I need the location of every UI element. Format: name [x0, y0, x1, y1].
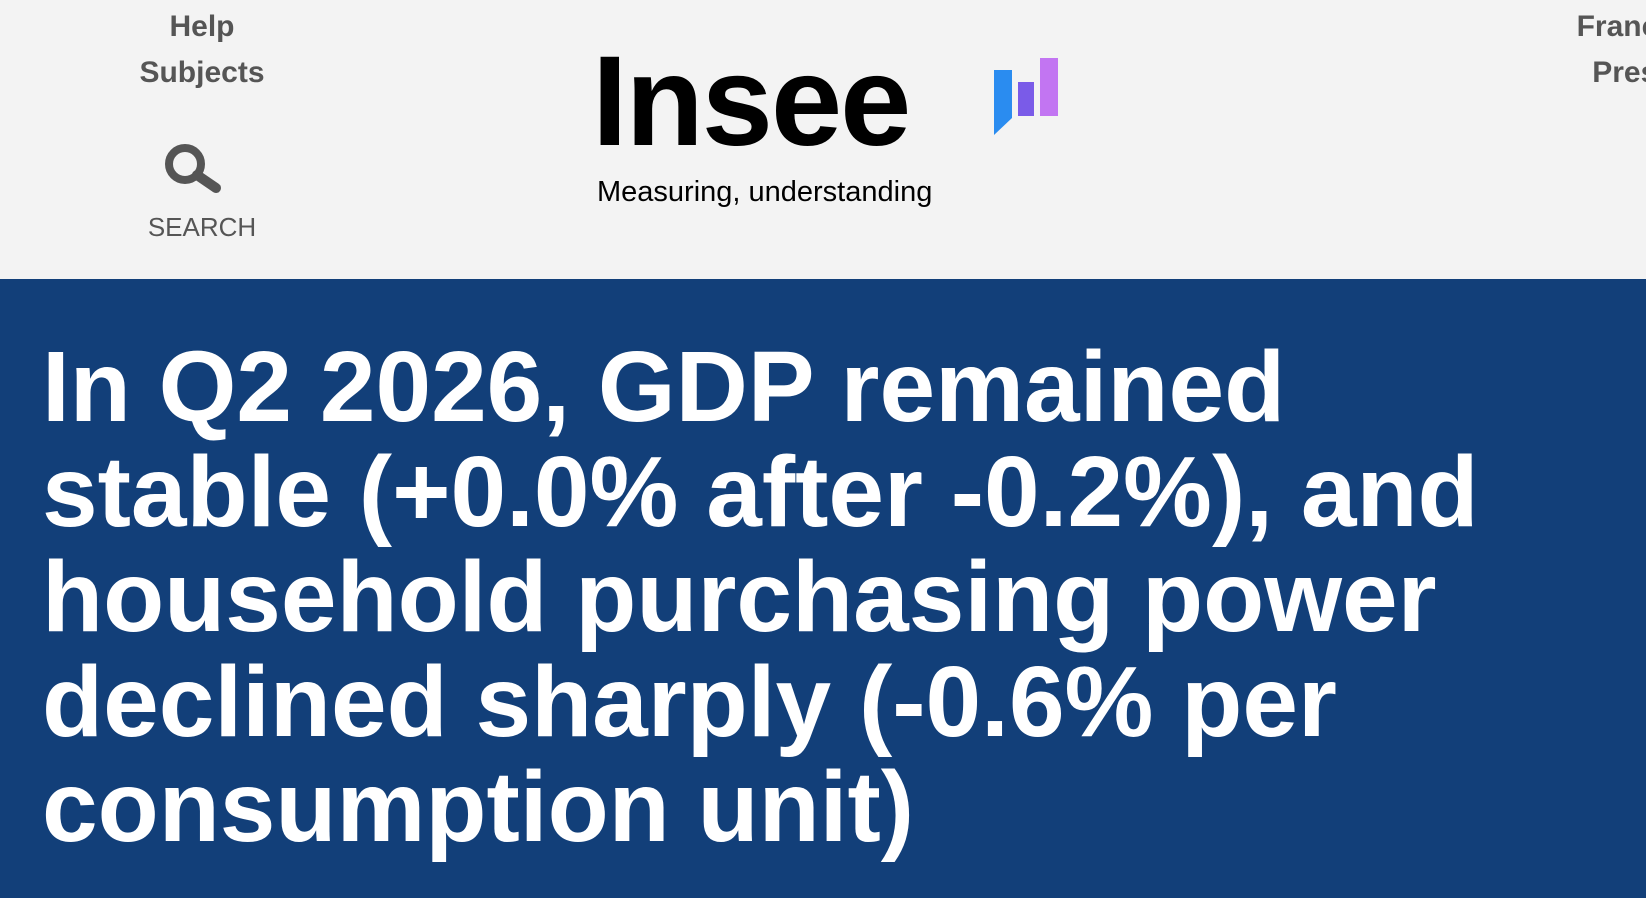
- nav-link[interactable]: Press: [1592, 56, 1646, 89]
- logo-tagline: Measuring, understanding: [597, 176, 933, 208]
- headline-line: declined sharply (-0.6% per: [42, 646, 1337, 758]
- headline-line: In Q2 2026, GDP remained: [42, 331, 1286, 443]
- logo-bars: [994, 58, 1058, 135]
- logo-name[interactable]: Insee: [592, 30, 911, 173]
- nav-link[interactable]: Français: [1576, 10, 1646, 43]
- nav-link[interactable]: Subjects: [139, 56, 265, 89]
- site-header: Help Subjects SEARCH Insee Measuring, un…: [0, 0, 1646, 279]
- search-label[interactable]: SEARCH: [147, 212, 257, 242]
- nav-link[interactable]: Help: [169, 10, 235, 43]
- search-icon[interactable]: [160, 140, 226, 196]
- headline: In Q2 2026, GDP remained stable (+0.0% af…: [42, 335, 1642, 860]
- headline-line: stable (+0.0% after -0.2%), and: [42, 436, 1479, 548]
- headline-line: consumption unit): [42, 751, 915, 863]
- headline-line: household purchasing power: [42, 541, 1437, 653]
